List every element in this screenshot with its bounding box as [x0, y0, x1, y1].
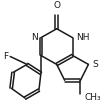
Text: NH: NH: [77, 33, 90, 42]
Text: O: O: [53, 1, 60, 10]
Text: F: F: [3, 52, 8, 61]
Text: CH₃: CH₃: [84, 93, 101, 102]
Text: S: S: [92, 60, 98, 69]
Text: N: N: [31, 33, 38, 42]
